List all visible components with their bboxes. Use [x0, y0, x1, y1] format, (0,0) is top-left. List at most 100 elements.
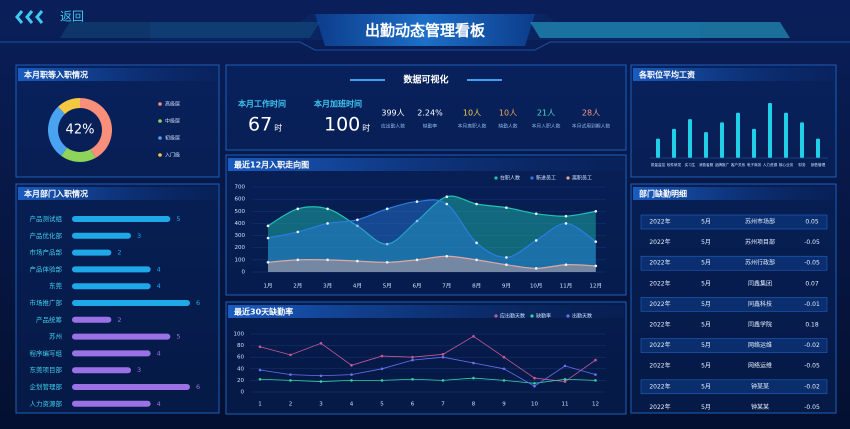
- data-point: [502, 379, 506, 382]
- data-point: [564, 222, 568, 225]
- bar: [816, 138, 820, 158]
- y-tick-label: 80: [237, 343, 244, 349]
- series-line: [259, 356, 596, 387]
- bar-label: 东莞项目部: [30, 365, 63, 374]
- data-point: [266, 224, 270, 228]
- data-point: [385, 260, 389, 264]
- data-point: [411, 358, 414, 362]
- y-tick-label: 100: [234, 332, 245, 338]
- bar-value: 6: [196, 299, 200, 307]
- back-button[interactable]: 返回: [60, 10, 84, 24]
- data-point: [534, 239, 538, 242]
- data-point: [563, 364, 567, 368]
- stat-label: 缺勤率: [423, 123, 438, 130]
- data-point: [380, 367, 384, 371]
- bar-label: 企划管理部: [30, 382, 63, 391]
- data-point: [411, 355, 414, 359]
- data-point: [475, 202, 478, 206]
- x-tick-label: 2: [289, 402, 293, 408]
- area-fill: [268, 199, 596, 272]
- pie-slice: [58, 98, 80, 114]
- data-point: [475, 258, 478, 262]
- series-line: [267, 195, 596, 245]
- stat-label: 应出勤人数: [381, 123, 405, 130]
- data-point: [415, 258, 419, 262]
- legend-label: 高级层: [165, 101, 180, 108]
- table-cell: 0.05: [805, 219, 819, 226]
- legend-dot: [566, 176, 570, 180]
- data-point: [534, 267, 538, 270]
- panel-title: 本月职等入职情况: [23, 70, 88, 80]
- x-tick-label: 财务: [798, 162, 806, 167]
- data-point: [564, 214, 568, 218]
- data-point: [564, 263, 568, 267]
- y-tick-label: 100: [235, 257, 246, 263]
- table-cell: 钟某某: [751, 403, 769, 411]
- bar-label: 市场推广部: [30, 298, 63, 307]
- x-tick-label: 7: [441, 402, 445, 408]
- data-point: [472, 361, 475, 365]
- x-tick-label: 质量监控: [651, 162, 666, 167]
- kpi-label: 本月加班时间: [313, 99, 362, 109]
- table-cell: 2022年: [649, 259, 670, 267]
- data-point: [445, 202, 449, 206]
- table-cell: 苏州行政部: [745, 259, 775, 267]
- legend-dot: [530, 176, 534, 180]
- x-tick-label: 11: [562, 402, 569, 408]
- stat-label: 本月离职人数: [458, 123, 487, 130]
- bar: [72, 232, 131, 239]
- data-point: [326, 258, 329, 262]
- page-title: 出勤动态管理看板: [365, 22, 486, 40]
- y-tick-label: 40: [237, 366, 244, 372]
- legend-dot: [158, 119, 162, 123]
- bar-label: 苏州: [49, 332, 62, 341]
- stat-value: 399人: [381, 109, 404, 118]
- bar-label: 人力资源部: [30, 399, 63, 408]
- table-cell: 2022年: [649, 382, 670, 390]
- table-cell: -0.02: [804, 383, 820, 390]
- data-point: [326, 207, 329, 211]
- data-point: [326, 222, 329, 225]
- x-tick-label: 人力资源: [763, 162, 778, 167]
- table-cell: -0.05: [804, 363, 820, 370]
- bar: [720, 122, 724, 158]
- panel: [15, 64, 220, 178]
- kpi-unit: 时: [274, 123, 282, 133]
- x-tick-label: 10月: [530, 283, 543, 290]
- x-tick-label: 4: [350, 402, 354, 408]
- bar: [72, 367, 131, 374]
- table-row-bg: [640, 338, 828, 353]
- table-cell: 网络运维: [748, 341, 772, 349]
- data-point: [289, 373, 292, 376]
- y-tick-label: 0: [242, 270, 246, 276]
- bar: [72, 283, 151, 290]
- panel-title-bar: [633, 187, 834, 200]
- table-cell: 5月: [701, 322, 711, 329]
- data-point: [502, 355, 506, 359]
- x-tick-label: 客户关系: [731, 162, 746, 167]
- bar: [72, 350, 151, 357]
- bar: [768, 103, 772, 158]
- data-point: [385, 242, 389, 246]
- pie-slice: [61, 147, 96, 162]
- table-cell: 5月: [701, 301, 711, 308]
- x-tick-label: 2月: [293, 283, 302, 290]
- table-cell: 5月: [701, 260, 711, 267]
- data-point: [505, 256, 508, 259]
- table-cell: 苏州项目部: [745, 238, 775, 246]
- data-point: [594, 358, 597, 362]
- table-cell: 同鑫集团: [748, 279, 772, 287]
- bar: [72, 249, 112, 256]
- table-cell: -0.01: [804, 301, 820, 308]
- data-point: [594, 240, 598, 243]
- data-point: [594, 379, 597, 382]
- x-tick-label: 8: [472, 402, 476, 408]
- x-tick-label: 6月: [413, 283, 422, 290]
- bar-value: 6: [196, 383, 200, 391]
- legend-dot: [566, 314, 570, 318]
- data-point: [594, 264, 598, 268]
- series-line: [267, 199, 597, 259]
- y-tick-label: 20: [237, 378, 244, 384]
- bar-value: 3: [137, 366, 141, 374]
- data-point: [533, 384, 536, 388]
